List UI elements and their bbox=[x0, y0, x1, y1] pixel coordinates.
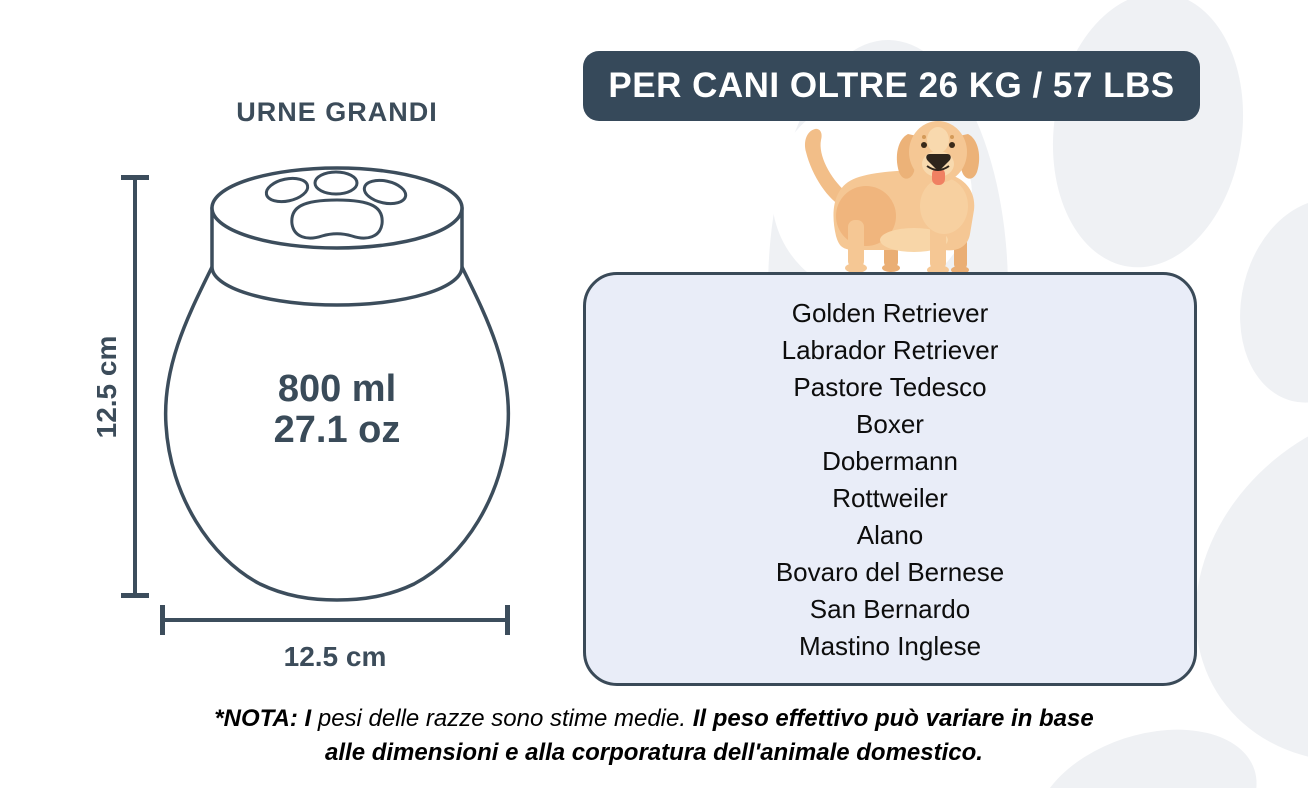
breed-item: Rottweiler bbox=[832, 483, 948, 513]
weight-category-badge: PER CANI OLTRE 26 KG / 57 LBS bbox=[583, 51, 1200, 121]
urn-capacity: 800 ml 27.1 oz bbox=[187, 369, 487, 451]
footnote-regular: pesi delle razze sono stime medie. bbox=[317, 705, 687, 732]
width-dimension-cap bbox=[505, 605, 510, 635]
breed-item: Golden Retriever bbox=[791, 298, 989, 328]
footnote-bold-suffix: Il peso effettivo può variare in base bbox=[692, 705, 1094, 732]
width-dimension-label: 12.5 cm bbox=[283, 641, 387, 672]
urn-illustration bbox=[163, 166, 511, 602]
golden-retriever-icon bbox=[805, 121, 980, 274]
width-dimension-cap bbox=[160, 605, 165, 635]
footnote-line-1: *NOTA: I pesi delle razze sono stime med… bbox=[0, 702, 1308, 736]
height-dimension-label: 12.5 cm bbox=[91, 335, 122, 439]
breed-item: San Bernardo bbox=[809, 594, 971, 624]
height-dimension-cap bbox=[121, 175, 149, 180]
height-dimension-cap bbox=[121, 593, 149, 598]
breed-item: Boxer bbox=[856, 409, 924, 439]
footnote-line-2: alle dimensioni e alla corporatura dell'… bbox=[325, 739, 983, 766]
breed-item: Labrador Retriever bbox=[781, 335, 999, 365]
bg-paw-toe-icon bbox=[1035, 0, 1261, 280]
bg-paw-toe-icon bbox=[1219, 182, 1308, 420]
urn-body bbox=[163, 265, 511, 602]
height-dimension-line bbox=[133, 177, 137, 597]
breed-item: Alano bbox=[856, 520, 924, 550]
urn-capacity-ml: 800 ml bbox=[277, 368, 397, 410]
footnote: *NOTA: I pesi delle razze sono stime med… bbox=[0, 702, 1308, 770]
breed-item: Dobermann bbox=[822, 446, 958, 476]
breeds-list-box: Golden Retriever Labrador Retriever Past… bbox=[583, 272, 1197, 686]
width-dimension-line bbox=[162, 618, 508, 622]
urn-capacity-oz: 27.1 oz bbox=[273, 409, 401, 451]
breed-item: Mastino Inglese bbox=[798, 631, 982, 661]
paw-print-icon bbox=[264, 170, 408, 240]
page-title: URNE GRANDI bbox=[236, 97, 438, 127]
breed-item: Bovaro del Bernese bbox=[775, 557, 1005, 587]
footnote-bold-prefix: *NOTA: I bbox=[214, 705, 312, 732]
breed-item: Pastore Tedesco bbox=[793, 372, 987, 402]
